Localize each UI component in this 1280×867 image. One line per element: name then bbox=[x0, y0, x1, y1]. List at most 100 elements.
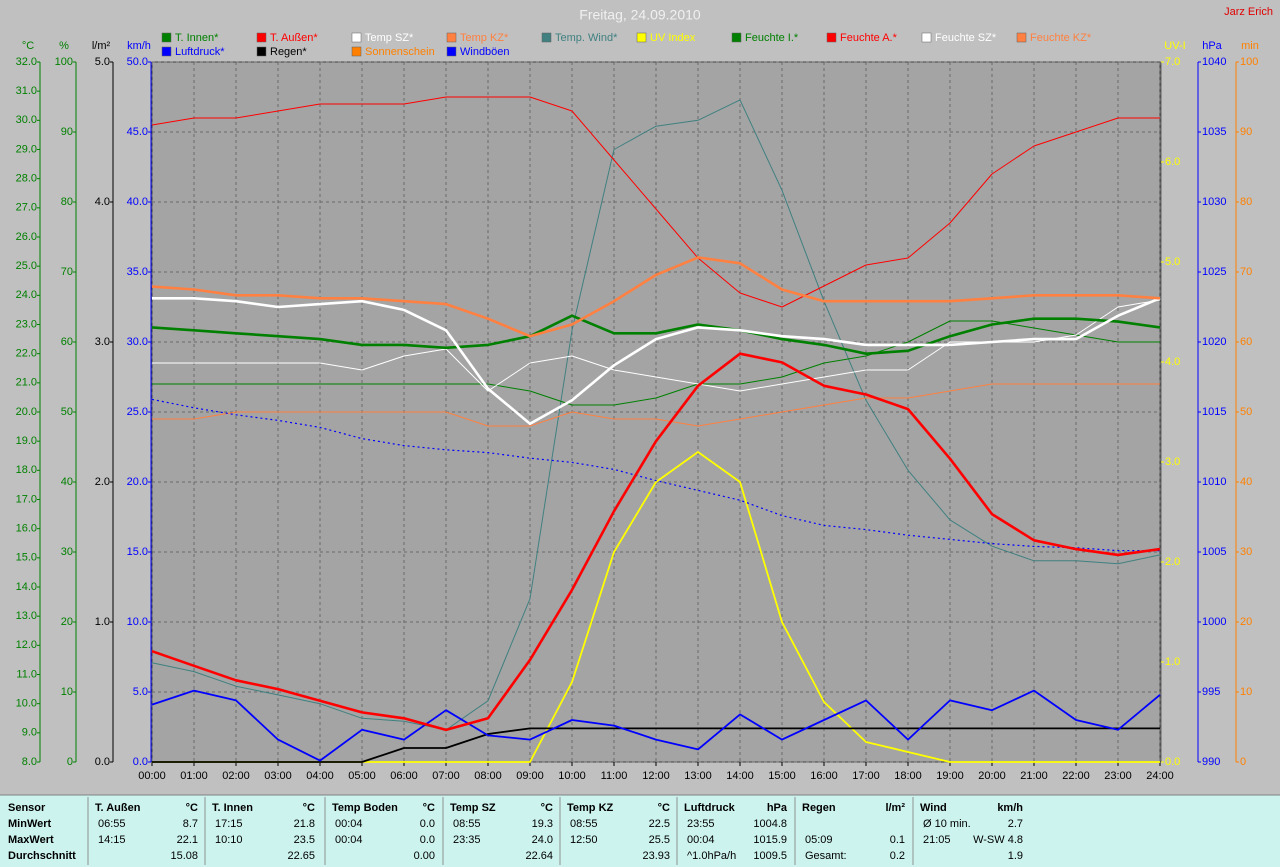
legend-label: Feuchte I.* bbox=[745, 32, 799, 44]
cell-value: 0.0 bbox=[420, 818, 435, 830]
y-tick-label: 70 bbox=[1240, 266, 1252, 278]
legend-label: Luftdruck* bbox=[175, 46, 225, 58]
cell-value: 1009.5 bbox=[753, 850, 787, 862]
legend-label: Windböen bbox=[460, 46, 510, 58]
series-line bbox=[152, 383, 1160, 427]
y-tick-label: 0.0 bbox=[133, 756, 148, 768]
cell-time: ^1.0hPa/h bbox=[687, 850, 736, 862]
cell-time: 00:04 bbox=[335, 834, 363, 846]
y-tick-label: 50.0 bbox=[127, 56, 148, 68]
cell-value: 24.0 bbox=[532, 834, 553, 846]
x-tick-label: 23:00 bbox=[1104, 770, 1132, 782]
x-tick-label: 09:00 bbox=[516, 770, 544, 782]
y-tick-label: 23.0 bbox=[16, 318, 37, 330]
cell-time: 00:04 bbox=[335, 818, 363, 830]
y-tick-label: 1.0 bbox=[1165, 656, 1180, 668]
cell-value: W-SW 4.8 bbox=[973, 834, 1023, 846]
y-tick-label: 40.0 bbox=[127, 196, 148, 208]
legend-swatch bbox=[826, 32, 837, 43]
cell-time: 17:15 bbox=[215, 818, 243, 830]
y-tick-label: 31.0 bbox=[16, 85, 37, 97]
y-tick-label: 10 bbox=[61, 686, 73, 698]
y-tick-label: 25.0 bbox=[16, 260, 37, 272]
y-tick-label: 12.0 bbox=[16, 639, 37, 651]
y-tick-label: 1005 bbox=[1202, 546, 1226, 558]
column-unit: °C bbox=[303, 802, 315, 814]
cell-time: 08:55 bbox=[570, 818, 598, 830]
y-tick-label: 30.0 bbox=[127, 336, 148, 348]
cell-value: 23.93 bbox=[642, 850, 670, 862]
y-tick-label: 90 bbox=[1240, 126, 1252, 138]
y-axis-unit: km/h bbox=[127, 40, 151, 52]
y-tick-label: 19.0 bbox=[16, 435, 37, 447]
x-tick-label: 14:00 bbox=[726, 770, 754, 782]
y-axis-unit: hPa bbox=[1202, 40, 1222, 52]
cell-time: 06:55 bbox=[98, 818, 126, 830]
y-tick-label: 5.0 bbox=[133, 686, 148, 698]
column-name: Temp KZ bbox=[567, 802, 614, 814]
column-unit: °C bbox=[423, 802, 435, 814]
y-tick-label: 0.0 bbox=[1165, 756, 1180, 768]
series-line bbox=[151, 256, 1161, 338]
series-line bbox=[151, 352, 1161, 732]
table-background bbox=[0, 795, 1280, 867]
x-tick-label: 06:00 bbox=[390, 770, 418, 782]
y-tick-label: 20.0 bbox=[127, 476, 148, 488]
legend-swatch bbox=[446, 46, 457, 57]
x-tick-label: 18:00 bbox=[894, 770, 922, 782]
row-label: MaxWert bbox=[8, 834, 54, 846]
legend-swatch bbox=[921, 32, 932, 43]
legend-swatch bbox=[446, 32, 457, 43]
y-tick-label: 1000 bbox=[1202, 616, 1226, 628]
cell-time: 23:55 bbox=[687, 818, 715, 830]
y-tick-label: 17.0 bbox=[16, 493, 37, 505]
y-tick-label: 28.0 bbox=[16, 173, 37, 185]
y-tick-label: 15.0 bbox=[16, 552, 37, 564]
y-tick-label: 1.0 bbox=[95, 616, 110, 628]
series-line bbox=[151, 99, 1161, 731]
y-tick-label: 30 bbox=[1240, 546, 1252, 558]
column-name: Temp Boden bbox=[332, 802, 398, 814]
y-tick-label: 1010 bbox=[1202, 476, 1226, 488]
x-tick-label: 19:00 bbox=[936, 770, 964, 782]
y-tick-label: 1025 bbox=[1202, 266, 1226, 278]
y-tick-label: 10.0 bbox=[16, 698, 37, 710]
x-tick-label: 07:00 bbox=[432, 770, 460, 782]
legend-swatch bbox=[1016, 32, 1027, 43]
y-tick-label: 20 bbox=[1240, 616, 1252, 628]
series-line bbox=[152, 297, 1161, 425]
cell-value: 22.64 bbox=[525, 850, 553, 862]
cell-value: 25.5 bbox=[649, 834, 670, 846]
cell-value: 1015.9 bbox=[753, 834, 787, 846]
x-tick-label: 01:00 bbox=[180, 770, 208, 782]
column-name: Regen bbox=[802, 802, 836, 814]
legend-swatch bbox=[256, 46, 267, 57]
y-axis-unit: % bbox=[59, 40, 69, 52]
cell-value: 8.7 bbox=[183, 818, 198, 830]
legend-label: Regen* bbox=[270, 46, 307, 58]
y-tick-label: 18.0 bbox=[16, 464, 37, 476]
y-tick-label: 20.0 bbox=[16, 406, 37, 418]
y-tick-label: 30 bbox=[61, 546, 73, 558]
series-line bbox=[152, 320, 1160, 406]
y-tick-label: 10.0 bbox=[127, 616, 148, 628]
cell-time: 10:10 bbox=[215, 834, 243, 846]
row-label: MinWert bbox=[8, 818, 52, 830]
cell-value: 0.1 bbox=[890, 834, 905, 846]
author: Jarz Erich bbox=[1224, 6, 1273, 18]
y-tick-label: 20 bbox=[61, 616, 73, 628]
y-tick-label: 40 bbox=[1240, 476, 1252, 488]
y-tick-label: 40 bbox=[61, 476, 73, 488]
legend-label: UV Index bbox=[650, 32, 696, 44]
y-tick-label: 6.0 bbox=[1165, 156, 1180, 168]
y-tick-label: 22.0 bbox=[16, 348, 37, 360]
chart-title: Freitag, 24.09.2010 bbox=[579, 7, 701, 23]
column-unit: °C bbox=[541, 802, 553, 814]
y-tick-label: 2.0 bbox=[1165, 556, 1180, 568]
legend-swatch bbox=[351, 46, 362, 57]
y-tick-label: 35.0 bbox=[127, 266, 148, 278]
cell-time: 12:50 bbox=[570, 834, 598, 846]
y-axis-unit: min bbox=[1241, 40, 1259, 52]
x-tick-label: 10:00 bbox=[558, 770, 586, 782]
